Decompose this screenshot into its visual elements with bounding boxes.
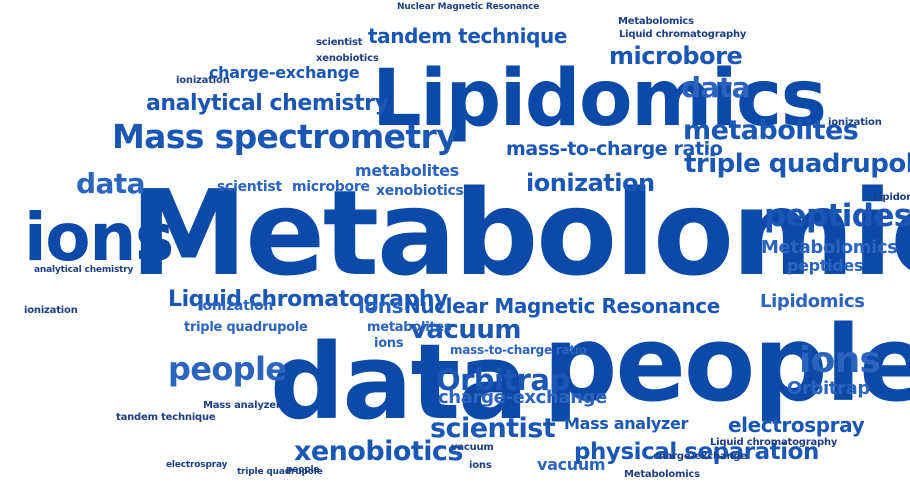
word-charge-small2: charge-exchange bbox=[653, 451, 747, 462]
word-lipidomics: Lipidomics bbox=[372, 54, 827, 144]
word-ions-4: ions bbox=[374, 336, 404, 351]
word-data-3: data bbox=[681, 71, 751, 104]
word-xenobiotics: xenobiotics bbox=[294, 436, 463, 467]
word-charge-exchange-2: charge-exchange bbox=[438, 387, 608, 408]
word-metabolomics-small: Metabolomics bbox=[618, 16, 694, 27]
word-metabolomics-small2: Metabolomics bbox=[624, 469, 700, 480]
word-charge-exchange: charge-exchange bbox=[209, 63, 360, 82]
word-ionization-small2: ionization bbox=[24, 305, 78, 316]
word-nuclear-magnetic-resonance: Nuclear Magnetic Resonance bbox=[404, 294, 720, 318]
word-mass-to-charge-2: mass-to-charge ratio bbox=[450, 343, 587, 357]
word-ionization-small3: ionization bbox=[828, 117, 882, 128]
word-vacuum-2: vacuum bbox=[537, 455, 606, 474]
word-people-2: people bbox=[168, 350, 287, 388]
word-electrospray: electrospray bbox=[728, 413, 865, 437]
word-analytical-small: analytical chemistry bbox=[34, 265, 134, 275]
word-microbore-2: microbore bbox=[292, 179, 370, 195]
word-scientist: scientist bbox=[430, 413, 556, 444]
word-peptides: peptides bbox=[764, 198, 910, 234]
word-mass-spectrometry: Mass spectrometry bbox=[112, 117, 458, 156]
word-xenobiotics-2: xenobiotics bbox=[376, 183, 464, 199]
word-xenobiotics-small: xenobiotics bbox=[316, 53, 379, 64]
word-vacuum-small: vacuum bbox=[451, 442, 494, 453]
word-metabolomics-2: Metabolomics bbox=[761, 237, 898, 258]
word-orbitrap: Orbitrap bbox=[436, 363, 570, 397]
word-tandem-technique: tandem technique bbox=[368, 24, 568, 48]
word-mass-analyzer-small: Mass analyzer bbox=[203, 400, 281, 411]
word-mass-analyzer: Mass analyzer bbox=[564, 414, 689, 433]
word-people-small: people bbox=[286, 465, 320, 475]
word-analytical-chemistry: analytical chemistry bbox=[146, 91, 389, 116]
word-microbore: microbore bbox=[609, 42, 743, 70]
word-vacuum: vacuum bbox=[410, 315, 521, 345]
word-ionization-2: ionization bbox=[198, 298, 274, 314]
word-lipidomics-2: Lipidomics bbox=[760, 291, 865, 312]
word-ionization: ionization bbox=[526, 169, 655, 197]
word-liquid-small: Liquid chromatography bbox=[619, 29, 747, 40]
word-scientist-2: scientist bbox=[217, 179, 282, 195]
word-data-2: data bbox=[76, 167, 146, 200]
word-ionization-small: ionization bbox=[176, 75, 230, 86]
word-data: data bbox=[270, 321, 528, 443]
word-tandem-small: tandem technique bbox=[116, 412, 216, 423]
word-ions-2: ions bbox=[799, 340, 881, 381]
word-triple-quadrupole-2: triple quadrupole bbox=[184, 320, 308, 335]
word-ions: ions bbox=[24, 199, 174, 276]
word-lipidomics-small: Lipidomics bbox=[873, 192, 910, 203]
word-physical-separation: physical separation bbox=[574, 439, 819, 465]
word-triple-quadrupole: triple quadrupole bbox=[684, 149, 910, 179]
word-liquid-chromatography: Liquid chromatography bbox=[168, 287, 448, 312]
word-metabolites-2: metabolites bbox=[355, 161, 459, 180]
word-ions-3: ions bbox=[358, 294, 404, 318]
word-people: people bbox=[543, 303, 910, 425]
word-scientist-small: scientist bbox=[316, 37, 363, 48]
word-mass-to-charge-ratio: mass-to-charge ratio bbox=[506, 138, 723, 160]
word-triple-small: triple quadrupole bbox=[237, 467, 323, 477]
word-nmr-small: Nuclear Magnetic Resonance bbox=[397, 2, 540, 12]
word-metabolites-3: metabolites bbox=[367, 320, 452, 335]
word-electrospray-small: electrospray bbox=[166, 460, 228, 470]
word-ions-small: ions bbox=[469, 460, 492, 471]
word-metabolites: metabolites bbox=[683, 115, 859, 146]
word-orbitrap-2: Orbitrap bbox=[787, 378, 870, 399]
word-liquid-small2: Liquid chromatography bbox=[710, 437, 838, 448]
word-metabolomics: Metabolomics bbox=[130, 164, 910, 302]
word-peptides-2: peptides bbox=[787, 256, 864, 275]
